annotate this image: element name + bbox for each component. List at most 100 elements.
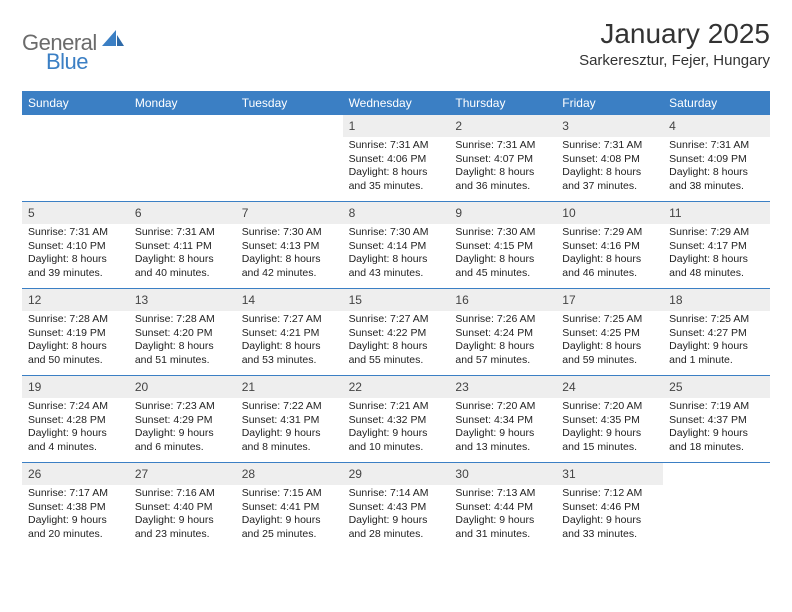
day-info: Sunrise: 7:23 AMSunset: 4:29 PMDaylight:… xyxy=(129,400,236,459)
calendar-day-cell: 9Sunrise: 7:30 AMSunset: 4:15 PMDaylight… xyxy=(449,202,556,288)
calendar-day-cell: 23Sunrise: 7:20 AMSunset: 4:34 PMDayligh… xyxy=(449,376,556,462)
weekday-header: Wednesday xyxy=(343,91,450,115)
daylight-line-1: Daylight: 8 hours xyxy=(242,340,337,354)
weekday-header: Sunday xyxy=(22,91,129,115)
calendar-day-cell: 16Sunrise: 7:26 AMSunset: 4:24 PMDayligh… xyxy=(449,289,556,375)
daylight-line-1: Daylight: 8 hours xyxy=(349,166,444,180)
day-number-bar: 22 xyxy=(343,376,450,398)
day-number-bar: 14 xyxy=(236,289,343,311)
sunset-text: Sunset: 4:32 PM xyxy=(349,414,444,428)
sunrise-text: Sunrise: 7:20 AM xyxy=(455,400,550,414)
sunset-text: Sunset: 4:09 PM xyxy=(669,153,764,167)
day-info: Sunrise: 7:12 AMSunset: 4:46 PMDaylight:… xyxy=(556,487,663,546)
calendar-week-row: 26Sunrise: 7:17 AMSunset: 4:38 PMDayligh… xyxy=(22,463,770,549)
sunrise-text: Sunrise: 7:20 AM xyxy=(562,400,657,414)
day-info: Sunrise: 7:22 AMSunset: 4:31 PMDaylight:… xyxy=(236,400,343,459)
day-number: 26 xyxy=(28,467,41,481)
sunrise-text: Sunrise: 7:30 AM xyxy=(455,226,550,240)
sunset-text: Sunset: 4:16 PM xyxy=(562,240,657,254)
day-info: Sunrise: 7:25 AMSunset: 4:25 PMDaylight:… xyxy=(556,313,663,372)
calendar-day-cell: 24Sunrise: 7:20 AMSunset: 4:35 PMDayligh… xyxy=(556,376,663,462)
day-number-bar: 29 xyxy=(343,463,450,485)
day-number: 18 xyxy=(669,293,682,307)
sunset-text: Sunset: 4:21 PM xyxy=(242,327,337,341)
daylight-line-1: Daylight: 8 hours xyxy=(135,253,230,267)
daylight-line-1: Daylight: 8 hours xyxy=(562,253,657,267)
sunset-text: Sunset: 4:06 PM xyxy=(349,153,444,167)
calendar-day-cell: 27Sunrise: 7:16 AMSunset: 4:40 PMDayligh… xyxy=(129,463,236,549)
calendar-day-cell xyxy=(22,115,129,201)
weekday-header: Thursday xyxy=(449,91,556,115)
day-number: 25 xyxy=(669,380,682,394)
calendar-day-cell: 26Sunrise: 7:17 AMSunset: 4:38 PMDayligh… xyxy=(22,463,129,549)
sunset-text: Sunset: 4:31 PM xyxy=(242,414,337,428)
day-number-bar: 2 xyxy=(449,115,556,137)
day-info: Sunrise: 7:31 AMSunset: 4:07 PMDaylight:… xyxy=(449,139,556,198)
day-number: 15 xyxy=(349,293,362,307)
daylight-line-2: and 50 minutes. xyxy=(28,354,123,368)
day-number-bar xyxy=(22,115,129,133)
daylight-line-2: and 18 minutes. xyxy=(669,441,764,455)
sunrise-text: Sunrise: 7:31 AM xyxy=(562,139,657,153)
day-number-bar: 6 xyxy=(129,202,236,224)
sunrise-text: Sunrise: 7:25 AM xyxy=(669,313,764,327)
daylight-line-2: and 48 minutes. xyxy=(669,267,764,281)
calendar-day-cell: 15Sunrise: 7:27 AMSunset: 4:22 PMDayligh… xyxy=(343,289,450,375)
sunrise-text: Sunrise: 7:31 AM xyxy=(28,226,123,240)
daylight-line-1: Daylight: 9 hours xyxy=(28,514,123,528)
sunset-text: Sunset: 4:43 PM xyxy=(349,501,444,515)
sunset-text: Sunset: 4:34 PM xyxy=(455,414,550,428)
day-info: Sunrise: 7:20 AMSunset: 4:35 PMDaylight:… xyxy=(556,400,663,459)
calendar-body: 1Sunrise: 7:31 AMSunset: 4:06 PMDaylight… xyxy=(22,115,770,549)
sunset-text: Sunset: 4:46 PM xyxy=(562,501,657,515)
day-info: Sunrise: 7:21 AMSunset: 4:32 PMDaylight:… xyxy=(343,400,450,459)
daylight-line-1: Daylight: 9 hours xyxy=(28,427,123,441)
sunset-text: Sunset: 4:17 PM xyxy=(669,240,764,254)
daylight-line-2: and 36 minutes. xyxy=(455,180,550,194)
day-number-bar: 9 xyxy=(449,202,556,224)
sunset-text: Sunset: 4:41 PM xyxy=(242,501,337,515)
day-number-bar: 19 xyxy=(22,376,129,398)
daylight-line-2: and 6 minutes. xyxy=(135,441,230,455)
calendar-day-cell xyxy=(129,115,236,201)
day-info: Sunrise: 7:14 AMSunset: 4:43 PMDaylight:… xyxy=(343,487,450,546)
daylight-line-2: and 28 minutes. xyxy=(349,528,444,542)
daylight-line-2: and 25 minutes. xyxy=(242,528,337,542)
day-number: 28 xyxy=(242,467,255,481)
daylight-line-1: Daylight: 8 hours xyxy=(349,340,444,354)
sunrise-text: Sunrise: 7:30 AM xyxy=(349,226,444,240)
calendar: SundayMondayTuesdayWednesdayThursdayFrid… xyxy=(22,91,770,549)
day-info: Sunrise: 7:27 AMSunset: 4:21 PMDaylight:… xyxy=(236,313,343,372)
daylight-line-1: Daylight: 8 hours xyxy=(669,166,764,180)
day-number-bar xyxy=(236,115,343,133)
month-title: January 2025 xyxy=(579,18,770,50)
daylight-line-2: and 31 minutes. xyxy=(455,528,550,542)
daylight-line-1: Daylight: 8 hours xyxy=(562,340,657,354)
daylight-line-1: Daylight: 9 hours xyxy=(562,427,657,441)
daylight-line-1: Daylight: 9 hours xyxy=(669,340,764,354)
daylight-line-2: and 15 minutes. xyxy=(562,441,657,455)
daylight-line-1: Daylight: 9 hours xyxy=(135,514,230,528)
day-number: 31 xyxy=(562,467,575,481)
sunrise-text: Sunrise: 7:26 AM xyxy=(455,313,550,327)
calendar-week-row: 19Sunrise: 7:24 AMSunset: 4:28 PMDayligh… xyxy=(22,376,770,463)
day-number-bar: 16 xyxy=(449,289,556,311)
calendar-day-cell: 14Sunrise: 7:27 AMSunset: 4:21 PMDayligh… xyxy=(236,289,343,375)
calendar-day-cell: 25Sunrise: 7:19 AMSunset: 4:37 PMDayligh… xyxy=(663,376,770,462)
day-number: 21 xyxy=(242,380,255,394)
day-info: Sunrise: 7:28 AMSunset: 4:20 PMDaylight:… xyxy=(129,313,236,372)
day-number-bar: 26 xyxy=(22,463,129,485)
weekday-header: Saturday xyxy=(663,91,770,115)
daylight-line-2: and 20 minutes. xyxy=(28,528,123,542)
sunrise-text: Sunrise: 7:31 AM xyxy=(135,226,230,240)
daylight-line-2: and 4 minutes. xyxy=(28,441,123,455)
daylight-line-1: Daylight: 8 hours xyxy=(562,166,657,180)
sunrise-text: Sunrise: 7:31 AM xyxy=(455,139,550,153)
daylight-line-2: and 45 minutes. xyxy=(455,267,550,281)
daylight-line-1: Daylight: 8 hours xyxy=(349,253,444,267)
sunset-text: Sunset: 4:37 PM xyxy=(669,414,764,428)
day-number: 9 xyxy=(455,206,462,220)
sunset-text: Sunset: 4:38 PM xyxy=(28,501,123,515)
day-number: 29 xyxy=(349,467,362,481)
calendar-day-cell: 10Sunrise: 7:29 AMSunset: 4:16 PMDayligh… xyxy=(556,202,663,288)
